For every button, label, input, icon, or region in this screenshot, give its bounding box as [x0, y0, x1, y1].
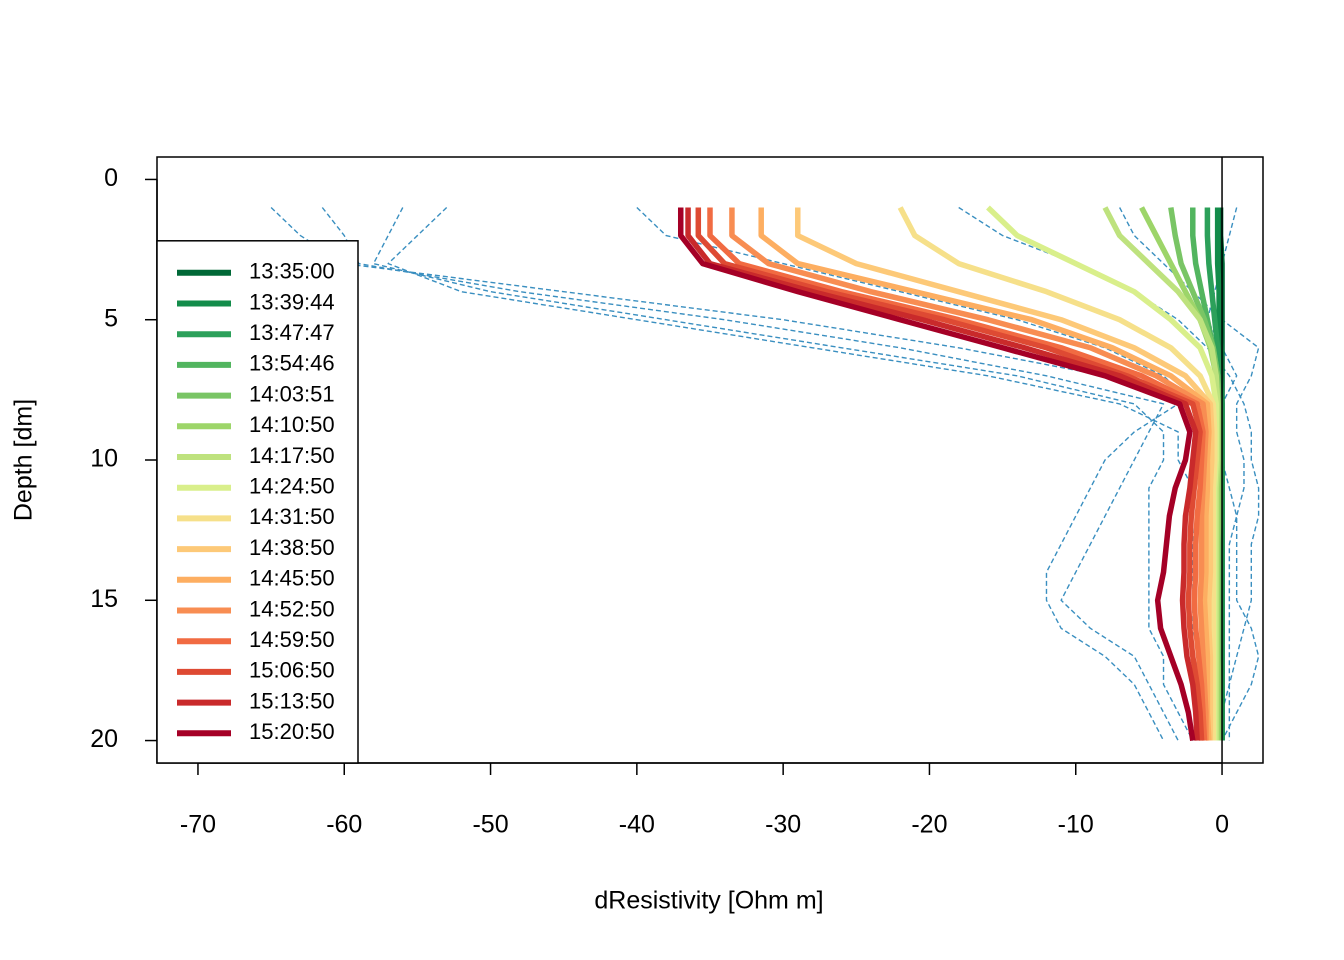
- legend-label: 14:59:50: [249, 627, 335, 652]
- legend-label: 13:54:46: [249, 351, 335, 376]
- x-tick-label: -40: [619, 811, 655, 839]
- legend-label: 15:06:50: [249, 658, 335, 683]
- y-tick-label: 0: [104, 164, 118, 192]
- x-tick-label: -60: [326, 811, 362, 839]
- y-tick-label: 15: [90, 585, 118, 613]
- x-tick-label: -30: [765, 811, 801, 839]
- profile-line: [685, 207, 1200, 741]
- profile-line: [677, 207, 1196, 741]
- legend-box: [156, 240, 359, 764]
- x-tick-label: -20: [911, 811, 947, 839]
- legend-label: 15:20:50: [249, 719, 335, 744]
- profile-line: [897, 206, 1218, 741]
- x-axis-label: dResistivity [Ohm m]: [594, 887, 823, 915]
- legend-label: 13:47:47: [249, 320, 335, 345]
- profile-line: [707, 207, 1208, 741]
- legend-label: 14:45:50: [249, 566, 335, 591]
- legend-label: 13:35:00: [249, 259, 335, 284]
- dashed-profile: [270, 206, 1179, 741]
- legend-label: 14:38:50: [249, 535, 335, 560]
- x-tick-label: -50: [472, 811, 508, 839]
- y-tick-label: 20: [90, 725, 118, 753]
- y-tick-label: 10: [90, 445, 118, 473]
- dashed-profile: [1119, 207, 1260, 741]
- profile-line: [795, 207, 1215, 741]
- dashed-profile: [321, 207, 1179, 741]
- legend-label: 14:17:50: [249, 443, 335, 468]
- legend-label: 14:31:50: [249, 504, 335, 529]
- profile-line: [695, 207, 1205, 741]
- legend-label: 14:52:50: [249, 596, 335, 621]
- legend-label: 14:03:51: [249, 381, 335, 406]
- y-tick-label: 5: [104, 304, 118, 332]
- x-tick-label: -10: [1058, 811, 1094, 839]
- y-axis-label: Depth [dm]: [10, 399, 38, 521]
- plot-area: [270, 157, 1260, 763]
- legend-label: 15:13:50: [249, 688, 335, 713]
- legend-label: 14:24:50: [249, 474, 335, 499]
- x-tick-label: -70: [180, 811, 216, 839]
- profile-line: [729, 207, 1209, 741]
- x-tick-label: 0: [1215, 811, 1229, 839]
- legend: 13:35:00 13:39:44 13:47:47 13:54:46 14:03:51…: [156, 240, 359, 764]
- legend-label: 14:10:50: [249, 412, 335, 437]
- dashed-profile: [636, 206, 1223, 741]
- profile-line: [758, 207, 1212, 741]
- dashed-profile: [372, 207, 1194, 741]
- legend-label: 13:39:44: [249, 289, 335, 314]
